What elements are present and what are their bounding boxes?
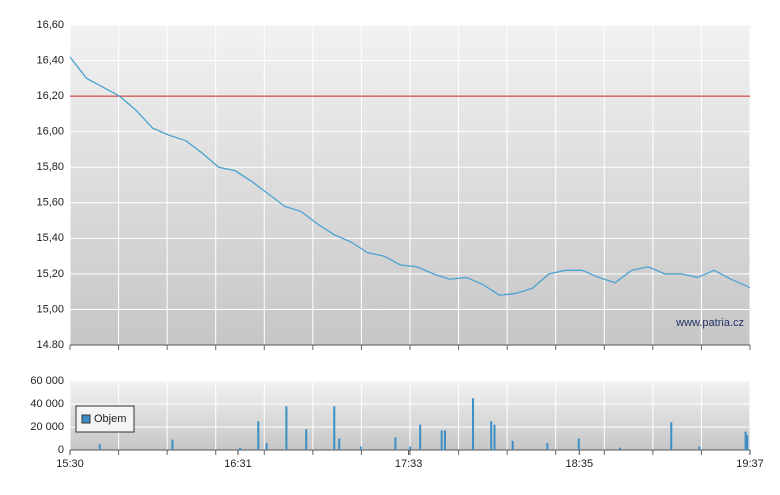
volume-bar	[744, 431, 747, 450]
volume-bar	[338, 438, 341, 450]
y-tick-label: 15,00	[36, 303, 64, 315]
legend-swatch	[81, 414, 91, 424]
volume-bar	[419, 424, 422, 450]
volume-bar	[98, 444, 101, 450]
volume-bar	[619, 447, 622, 450]
volume-bar	[285, 406, 288, 450]
y-tick-label: 16,40	[36, 54, 64, 66]
volume-bar	[265, 443, 268, 450]
x-tick-label: 18:35	[566, 458, 594, 470]
price-line	[69, 56, 751, 296]
x-tick-label: 16:31	[224, 458, 252, 470]
x-tick-label: 19:37	[736, 458, 764, 470]
y-tick-label: 16,00	[36, 126, 64, 138]
watermark: www.patria.cz	[675, 317, 744, 329]
volume-bar	[394, 437, 397, 450]
y-tick-label: 16,20	[36, 90, 64, 102]
y-tick-label: 15,20	[36, 268, 64, 280]
volume-bar	[577, 438, 580, 450]
volume-bar	[472, 398, 475, 450]
volume-bar	[698, 446, 701, 450]
volume-bar	[546, 443, 549, 450]
volume-bar	[443, 430, 446, 450]
x-tick-label: 17:33	[395, 458, 423, 470]
volume-bar	[490, 421, 493, 450]
volume-bar	[359, 446, 362, 450]
y-tick-label: 16,60	[36, 19, 64, 31]
y-tick-label: 40 000	[30, 398, 64, 410]
volume-bar	[171, 439, 174, 450]
volume-bar	[239, 447, 242, 450]
volume-bar	[746, 435, 749, 450]
volume-bar	[440, 430, 443, 450]
volume-bar	[409, 446, 412, 450]
volume-bar	[493, 424, 496, 450]
y-tick-label: 15,40	[36, 232, 64, 244]
volume-bar	[333, 406, 336, 450]
volume-bar	[305, 429, 308, 450]
legend-label: Objem	[94, 413, 126, 425]
volume-bar	[257, 421, 260, 450]
y-tick-label: 14.80	[36, 339, 64, 351]
x-tick-label: 15:30	[56, 458, 84, 470]
y-tick-label: 20 000	[30, 421, 64, 433]
y-tick-label: 60 000	[30, 375, 64, 387]
y-tick-label: 15,80	[36, 161, 64, 173]
y-tick-label: 0	[58, 444, 64, 456]
volume-bar	[670, 422, 673, 450]
y-tick-label: 15,60	[36, 197, 64, 209]
volume-bar	[511, 440, 514, 450]
